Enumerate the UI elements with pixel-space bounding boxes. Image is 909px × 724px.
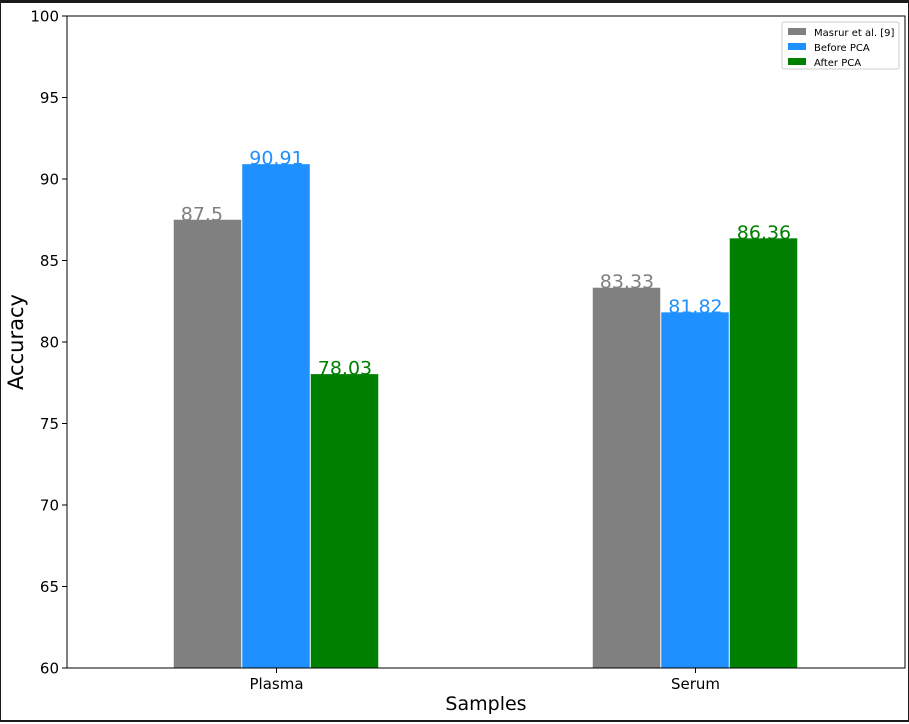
x-tick-label: Plasma: [249, 675, 303, 693]
legend-entry-label: Before PCA: [814, 43, 870, 54]
y-tick-label: 75: [40, 415, 59, 433]
x-axis: Plasma Serum: [249, 668, 720, 693]
y-tick-label: 95: [40, 89, 59, 107]
bar-value-label: 81.82: [668, 296, 722, 318]
accuracy-bar-chart: 87.5 90.91 78.03 83.33 81.82 86.36 60 65 70 75 80…: [4, 8, 906, 715]
legend-entry-label: Masrur et al. [9]: [814, 28, 894, 39]
y-tick-label: 65: [40, 578, 59, 596]
bar: [661, 312, 729, 668]
bar: [242, 164, 310, 669]
bar-value-label: 78.03: [318, 358, 372, 380]
legend: Masrur et al. [9] Before PCA After PCA: [781, 21, 900, 70]
bar-value-label: 86.36: [737, 222, 791, 244]
legend-entry-label: After PCA: [814, 58, 861, 69]
bar: [592, 287, 661, 668]
bar: [729, 238, 798, 668]
bar-value-label: 83.33: [600, 271, 654, 293]
y-tick-label: 80: [40, 334, 59, 352]
legend-swatch: [788, 43, 806, 50]
legend-swatch: [788, 58, 806, 65]
y-tick-label: 70: [40, 497, 59, 515]
x-axis-label: Samples: [445, 693, 526, 715]
legend-swatch: [788, 28, 806, 35]
bars-layer: [173, 164, 798, 669]
bar-value-label: 90.91: [249, 148, 303, 170]
y-axis-label: Accuracy: [4, 294, 28, 390]
y-axis: 60 65 70 75 80 85 90 95 100: [30, 8, 67, 678]
y-tick-label: 90: [40, 171, 59, 189]
y-tick-label: 60: [40, 660, 59, 678]
bar: [310, 374, 379, 668]
legend-box: [781, 21, 900, 70]
y-tick-label: 100: [30, 8, 59, 26]
y-tick-label: 85: [40, 252, 59, 270]
bar-value-label: 87.5: [181, 203, 223, 225]
x-tick-label: Serum: [671, 675, 720, 693]
data-labels-layer: 87.5 90.91 78.03 83.33 81.82 86.36: [181, 148, 791, 380]
bar: [173, 219, 242, 668]
